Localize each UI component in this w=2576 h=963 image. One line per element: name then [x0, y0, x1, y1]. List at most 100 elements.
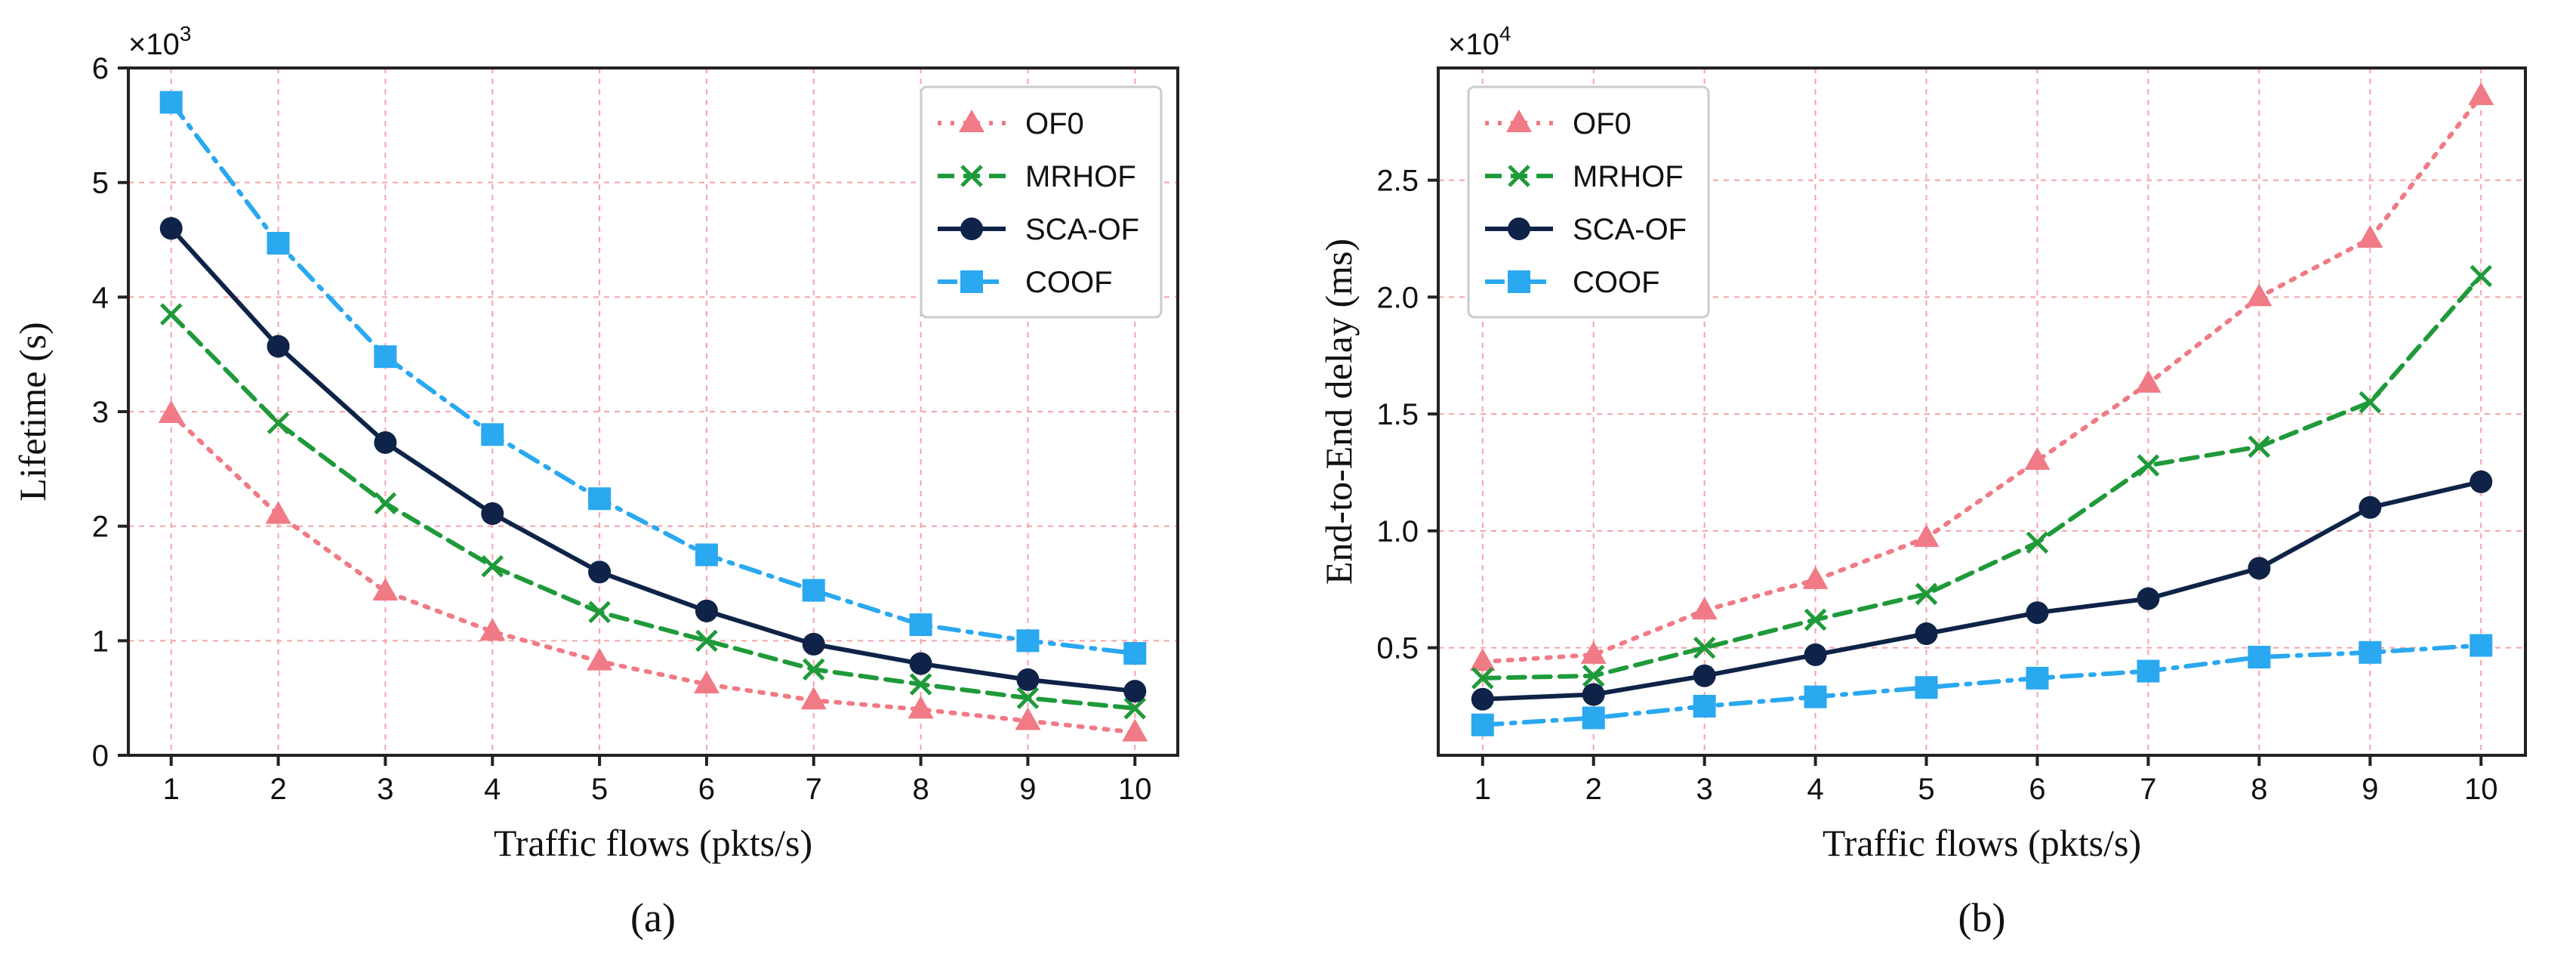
y-axis: 0 1 2 3 4 5 6	[92, 52, 128, 773]
series-of0	[158, 400, 1148, 742]
data-point-sca-of	[909, 652, 932, 675]
data-point-of0	[1580, 640, 1607, 664]
y-tick-label: 6	[92, 52, 109, 85]
data-point-coof	[267, 232, 290, 255]
series-sca-of	[159, 217, 1147, 703]
data-point-coof	[1016, 629, 1040, 653]
y-tick-label: 3	[92, 396, 109, 429]
y-tick-label: 0.5	[1376, 632, 1419, 665]
y-axis-label: Lifetime (s)	[11, 322, 54, 501]
data-point-coof	[1582, 706, 1605, 730]
legend-marker	[960, 165, 983, 187]
x-tick-label: 10	[1118, 773, 1152, 806]
data-point-of0	[1015, 707, 1041, 730]
x-tick-label: 4	[484, 773, 501, 806]
axis-scale-exponent: 3	[180, 22, 192, 45]
data-point-sca-of	[1016, 668, 1040, 691]
y-axis-label: End-to-End delay (ms)	[1317, 239, 1360, 585]
legend-label: OF0	[1025, 107, 1084, 140]
data-point-of0	[587, 647, 613, 671]
x-tick-label: 8	[912, 773, 929, 806]
legend-item-mrhof: MRHOF	[1485, 160, 1684, 193]
data-point-of0	[1469, 648, 1496, 671]
data-point-of0	[1802, 566, 1829, 589]
x-tick-label: 5	[1918, 773, 1934, 806]
x-axis-label: Traffic flows (pkts/s)	[494, 822, 812, 864]
x-tick-label: 6	[698, 773, 715, 806]
legend-item-sca-of: SCA-OF	[938, 213, 1139, 246]
data-point-coof	[2470, 634, 2493, 657]
legend-marker	[1508, 270, 1530, 293]
data-point-sca-of	[695, 599, 718, 622]
data-point-mrhof	[695, 629, 718, 653]
series-line-coof	[1480, 643, 2484, 727]
y-tick-label: 0	[92, 739, 109, 773]
legend-marker	[1506, 110, 1532, 132]
data-point-sca-of	[1915, 622, 1938, 646]
legend-marker	[960, 218, 983, 240]
legend-item-mrhof: MRHOF	[938, 160, 1136, 193]
x-tick-label: 9	[1019, 773, 1036, 806]
data-point-sca-of	[2137, 587, 2160, 610]
data-point-sca-of	[1804, 643, 1827, 666]
data-point-mrhof	[1804, 608, 1827, 631]
legend-marker	[959, 110, 984, 132]
series-coof	[1471, 634, 2493, 736]
data-point-mrhof	[267, 412, 290, 434]
legend-label: COOF	[1025, 266, 1113, 299]
data-point-coof	[2359, 640, 2382, 664]
data-point-sca-of	[1582, 683, 1605, 706]
series-mrhof	[159, 303, 1147, 720]
legend-marker	[1508, 218, 1530, 240]
data-point-coof	[588, 487, 612, 511]
series-coof	[159, 91, 1147, 665]
data-point-of0	[1122, 718, 1148, 742]
legend-box	[920, 85, 1163, 319]
x-tick-label: 3	[1696, 773, 1713, 806]
data-point-of0	[372, 578, 399, 601]
x-axis: 1 2 3 4 5 6 7 8 9 10	[163, 755, 1152, 806]
data-point-sca-of	[267, 335, 290, 358]
legend-marker	[960, 270, 983, 293]
data-point-sca-of	[802, 632, 825, 656]
data-point-of0	[265, 501, 291, 524]
panel-caption: (a)	[630, 895, 676, 940]
panel-caption: (b)	[1958, 895, 2006, 940]
data-point-sca-of	[1471, 687, 1494, 711]
data-point-sca-of	[1123, 680, 1147, 703]
data-point-of0	[2246, 283, 2272, 307]
data-point-mrhof	[2470, 264, 2492, 288]
data-point-mrhof	[1016, 687, 1040, 709]
y-tick-label: 2.0	[1376, 281, 1419, 314]
series-line-coof	[168, 100, 1138, 656]
x-tick-label: 10	[2464, 773, 2498, 806]
legend-item-coof: COOF	[1485, 266, 1660, 299]
legend: OF0 MRHOF SCA-OF COOF	[1467, 85, 1710, 319]
plot-frame	[1437, 66, 2527, 757]
x-axis: 1 2 3 4 5 6 7 8 9 10	[1474, 755, 2498, 806]
series-line-mrhof	[168, 312, 1138, 711]
legend-label: MRHOF	[1573, 160, 1684, 193]
data-point-of0	[158, 400, 184, 424]
data-point-sca-of	[159, 217, 183, 240]
data-point-mrhof	[1471, 667, 1494, 690]
data-point-coof	[1693, 695, 1716, 718]
data-point-mrhof	[2026, 531, 2049, 554]
data-point-sca-of	[481, 502, 504, 525]
data-point-mrhof	[159, 303, 183, 326]
data-point-coof	[695, 543, 718, 566]
data-point-coof	[1915, 676, 1938, 699]
data-point-of0	[1913, 524, 1940, 548]
data-point-coof	[1471, 713, 1494, 736]
x-tick-label: 8	[2251, 773, 2267, 806]
legend-item-sca-of: SCA-OF	[1485, 213, 1687, 246]
data-point-coof	[1123, 642, 1147, 665]
legend-item-coof: COOF	[938, 266, 1113, 299]
x-tick-label: 3	[377, 773, 393, 806]
data-point-of0	[479, 618, 506, 641]
y-tick-label: 1	[92, 625, 109, 658]
data-point-coof	[374, 345, 397, 369]
data-point-mrhof	[1123, 697, 1147, 720]
